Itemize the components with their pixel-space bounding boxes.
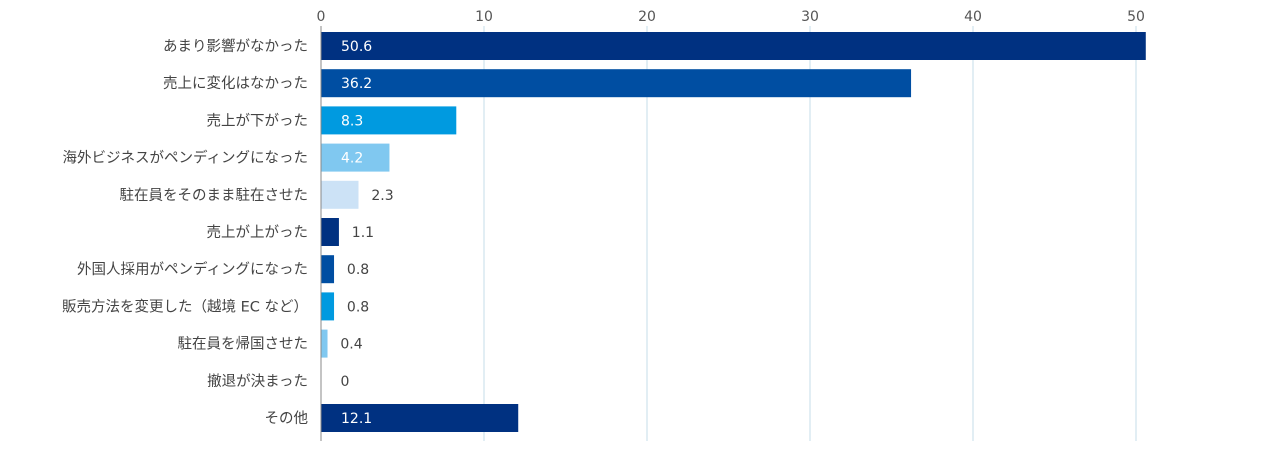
bar [321, 69, 912, 98]
value-label: 4.2 [341, 151, 363, 167]
value-label: 12.1 [341, 411, 372, 427]
bar [321, 180, 359, 209]
value-label: 0.8 [347, 262, 369, 278]
category-label: あまり影響がなかった [163, 37, 308, 55]
value-label: 36.2 [341, 76, 372, 92]
x-tick-label: 0 [317, 9, 326, 25]
bar [321, 32, 1146, 60]
bar [321, 255, 335, 284]
x-tick-label: 30 [801, 9, 819, 25]
category-label: 販売方法を変更した（越境 EC など） [62, 297, 308, 315]
category-label: 駐在員を帰国させた [178, 335, 309, 353]
category-label: 外国人採用がペンディングになった [77, 260, 308, 278]
value-label: 0 [341, 374, 350, 390]
category-label: 売上に変化はなかった [163, 75, 308, 92]
tick-label-layer: 0 10 20 30 40 50 [317, 9, 1145, 25]
bar [321, 106, 457, 135]
bar [321, 404, 519, 432]
bar [321, 292, 335, 321]
category-label-layer: あまり影響がなかった売上に変化はなかった売上が下がった海外ビジネスがペンディング… [62, 37, 308, 427]
value-label: 0.8 [347, 299, 369, 315]
x-tick-label: 20 [638, 9, 656, 25]
category-label: 海外ビジネスがペンディングになった [63, 149, 308, 167]
value-label: 0.4 [340, 337, 362, 353]
category-label: 売上が下がった [207, 112, 309, 129]
x-tick-label: 10 [475, 9, 493, 25]
value-label: 8.3 [341, 113, 363, 129]
x-tick-label: 50 [1127, 9, 1145, 25]
category-label: 撤退が決まった [207, 373, 308, 390]
value-label: 50.6 [341, 39, 372, 55]
bar [321, 329, 328, 358]
bar [321, 218, 339, 246]
category-label: その他 [265, 410, 309, 427]
bar [321, 143, 390, 172]
value-label: 2.3 [371, 188, 393, 204]
value-label: 1.1 [352, 225, 374, 241]
value-label-layer: 50.6 36.2 8.3 4.2 2.3 1.1 0.8 0.8 0.4 0 12.1 [340, 39, 393, 427]
category-label: 売上が上がった [207, 224, 309, 241]
bar-layer [321, 32, 1146, 432]
x-tick-label: 40 [964, 9, 982, 25]
category-label: 駐在員をそのまま駐在させた [120, 187, 309, 204]
